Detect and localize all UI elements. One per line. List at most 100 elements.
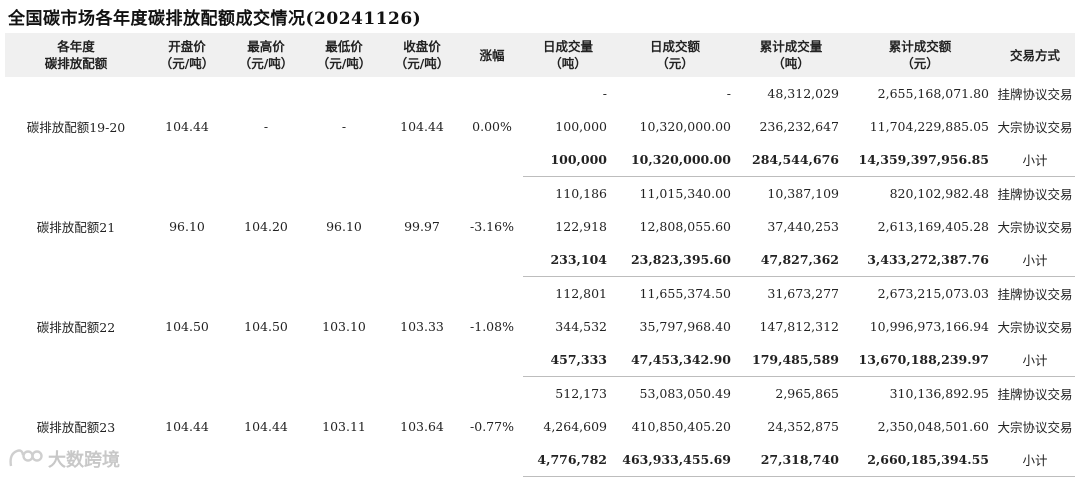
trade-method-cell: 挂牌协议交易 bbox=[997, 287, 1073, 302]
header-line: 最低价 bbox=[325, 39, 363, 54]
header-line: （吨） bbox=[549, 56, 587, 71]
trade-method-cell: 小计 bbox=[995, 443, 1075, 477]
header-line: 最高价 bbox=[247, 39, 285, 54]
table-header-row: 各年度 碳排放配额 开盘价 （元/吨） 最高价 （元/吨） 最低价 （元/吨） 收盘价 （元/吨）… bbox=[5, 33, 1075, 77]
watermark-text: 大数跨境 bbox=[48, 450, 120, 471]
cum-amount-cell: 820,102,982.48 bbox=[889, 186, 989, 201]
day-amount-cell: 53,083,050.49 bbox=[639, 386, 731, 401]
col-name-header: 各年度 碳排放配额 bbox=[5, 33, 147, 77]
table-row: 100,000 10,320,000.00 284,544,676 14,359,39… bbox=[5, 143, 1075, 177]
col-method-header: 交易方式 bbox=[995, 33, 1075, 77]
col-low-header: 最低价 （元/吨） bbox=[305, 33, 383, 77]
allowance-name-cell: 碳排放配额19-20 bbox=[26, 120, 126, 136]
col-open-header: 开盘价 （元/吨） bbox=[147, 33, 227, 77]
table-row: 233,104 23,823,395.60 47,827,362 3,433,272,… bbox=[5, 243, 1075, 277]
change-cell: -0.77% bbox=[470, 419, 514, 434]
day-amount-cell: 10,320,000.00 bbox=[613, 143, 737, 177]
header-line: 累计成交量 bbox=[759, 39, 823, 54]
table-row: 122,918 12,808,055.60 37,440,253 2,613,169,… bbox=[5, 210, 1075, 243]
table-row: 碳排放配额19-20 104.44 - - 104.44 0.00% - - 48,312,02… bbox=[5, 77, 1075, 135]
open-price-cell: 104.44 bbox=[165, 119, 209, 135]
open-price-cell: 104.50 bbox=[165, 319, 209, 334]
day-amount-cell: 463,933,455.69 bbox=[613, 443, 737, 477]
header-line: 涨幅 bbox=[479, 47, 505, 63]
table-row: 碳排放配额21 96.10 104.20 96.10 99.97 -3.16% 110,18… bbox=[5, 177, 1075, 235]
trade-method-cell: 大宗协议交易 bbox=[997, 420, 1073, 435]
high-price-cell: - bbox=[263, 119, 269, 135]
header-line: （元） bbox=[656, 56, 694, 71]
cum-amount-cell: 14,359,397,956.85 bbox=[845, 143, 995, 177]
close-price-cell: 99.97 bbox=[404, 219, 440, 234]
col-close-header: 收盘价 （元/吨） bbox=[383, 33, 461, 77]
table-row: 344,532 35,797,968.40 147,812,312 10,996,97… bbox=[5, 310, 1075, 343]
trade-method-cell: 小计 bbox=[995, 243, 1075, 277]
day-volume-cell: - bbox=[602, 86, 607, 101]
cum-amount-cell: 13,670,188,239.97 bbox=[845, 343, 995, 377]
cum-volume-cell: 284,544,676 bbox=[737, 143, 845, 177]
low-price-cell: 103.11 bbox=[322, 419, 366, 434]
col-cum-volume-header: 累计成交量 （吨） bbox=[737, 33, 845, 77]
cum-volume-cell: 147,812,312 bbox=[759, 319, 839, 334]
day-amount-cell: 35,797,968.40 bbox=[639, 319, 731, 334]
allowance-name-cell: 碳排放配额21 bbox=[36, 220, 116, 235]
day-amount-cell: 11,655,374.50 bbox=[639, 286, 731, 301]
close-price-cell: 103.64 bbox=[400, 419, 444, 434]
trade-method-cell: 小计 bbox=[995, 343, 1075, 377]
close-price-cell: 103.33 bbox=[400, 319, 444, 334]
day-volume-cell: 112,801 bbox=[555, 286, 607, 301]
watermark-logo: 大数跨境 bbox=[8, 446, 120, 472]
cum-amount-cell: 2,350,048,501.60 bbox=[877, 419, 989, 434]
change-cell: -1.08% bbox=[470, 319, 514, 334]
day-volume-cell: 4,776,782 bbox=[523, 443, 613, 477]
day-volume-cell: 122,918 bbox=[555, 219, 607, 234]
header-line: 日成交额 bbox=[649, 39, 700, 54]
header-line: 碳排放配额 bbox=[44, 56, 108, 71]
header-line: （吨） bbox=[772, 56, 810, 71]
day-volume-cell: 344,532 bbox=[555, 319, 607, 334]
day-volume-cell: 512,173 bbox=[555, 386, 607, 401]
day-volume-cell: 100,000 bbox=[555, 119, 607, 134]
col-cum-amount-header: 累计成交额 （元） bbox=[845, 33, 995, 77]
close-price-cell: 104.44 bbox=[400, 119, 444, 135]
day-amount-cell: - bbox=[726, 86, 731, 101]
carbon-trading-table: 各年度 碳排放配额 开盘价 （元/吨） 最高价 （元/吨） 最低价 （元/吨） 收盘价 （元/吨）… bbox=[5, 33, 1075, 477]
cum-amount-cell: 2,660,185,394.55 bbox=[845, 443, 995, 477]
header-line: 累计成交额 bbox=[888, 39, 952, 54]
col-high-header: 最高价 （元/吨） bbox=[227, 33, 305, 77]
header-line: 各年度 bbox=[57, 39, 95, 54]
high-price-cell: 104.50 bbox=[244, 319, 288, 334]
cum-volume-cell: 10,387,109 bbox=[767, 186, 839, 201]
trade-method-cell: 大宗协议交易 bbox=[997, 320, 1073, 335]
cum-volume-cell: 24,352,875 bbox=[767, 419, 839, 434]
day-volume-cell: 100,000 bbox=[523, 143, 613, 177]
open-price-cell: 104.44 bbox=[165, 419, 209, 434]
day-amount-cell: 11,015,340.00 bbox=[639, 186, 731, 201]
header-line: （元/吨） bbox=[316, 56, 372, 71]
cum-volume-cell: 47,827,362 bbox=[737, 243, 845, 277]
table-row: 4,776,782 463,933,455.69 27,318,740 2,660,1… bbox=[5, 443, 1075, 477]
allowance-name-cell: 碳排放配额22 bbox=[36, 320, 116, 335]
day-amount-cell: 10,320,000.00 bbox=[639, 119, 731, 134]
cum-volume-cell: 2,965,865 bbox=[775, 386, 839, 401]
high-price-cell: 104.44 bbox=[244, 419, 288, 434]
day-volume-cell: 457,333 bbox=[523, 343, 613, 377]
trade-method-cell: 挂牌协议交易 bbox=[997, 87, 1073, 102]
trade-method-cell: 大宗协议交易 bbox=[997, 220, 1073, 235]
day-amount-cell: 410,850,405.20 bbox=[631, 419, 731, 434]
trade-method-cell: 小计 bbox=[995, 143, 1075, 177]
table-row: 100,000 10,320,000.00 236,232,647 11,704,22… bbox=[5, 110, 1075, 143]
cum-volume-cell: 37,440,253 bbox=[767, 219, 839, 234]
col-day-amount-header: 日成交额 （元） bbox=[613, 33, 737, 77]
table-row: 457,333 47,453,342.90 179,485,589 13,670,18… bbox=[5, 343, 1075, 377]
cum-amount-cell: 3,433,272,387.76 bbox=[845, 243, 995, 277]
header-line: 交易方式 bbox=[1009, 47, 1060, 63]
table-row: 4,264,609 410,850,405.20 24,352,875 2,350,0… bbox=[5, 410, 1075, 443]
cum-volume-cell: 31,673,277 bbox=[767, 286, 839, 301]
header-line: （元/吨） bbox=[394, 56, 450, 71]
trade-method-cell: 挂牌协议交易 bbox=[997, 187, 1073, 202]
change-cell: -3.16% bbox=[470, 219, 514, 234]
high-price-cell: 104.20 bbox=[244, 219, 288, 234]
day-volume-cell: 233,104 bbox=[523, 243, 613, 277]
low-price-cell: 103.10 bbox=[322, 319, 366, 334]
day-volume-cell: 110,186 bbox=[555, 186, 607, 201]
